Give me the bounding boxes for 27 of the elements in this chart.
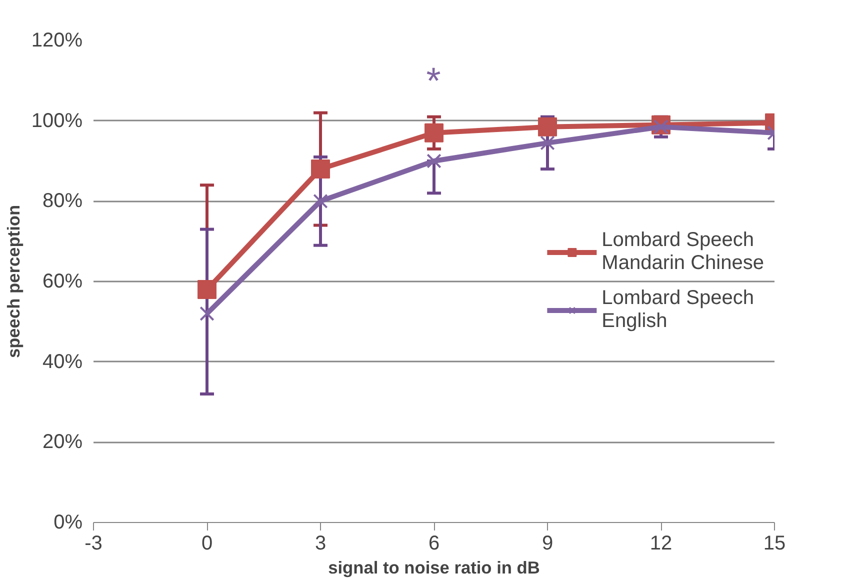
x-tick-label: 15: [763, 532, 786, 554]
legend-label: Lombard Speech Mandarin Chinese: [602, 229, 764, 275]
y-tick-label: 40%: [42, 350, 83, 373]
y-tick-label: 80%: [42, 190, 83, 212]
legend-label: Lombard Speech English: [602, 287, 754, 333]
x-tick-label: 12: [650, 532, 672, 554]
point: [198, 280, 216, 300]
y-tick-label: 60%: [42, 270, 83, 292]
x-tick-label: 6: [428, 532, 440, 554]
y-axis-title: speech perception: [3, 204, 24, 358]
point: [424, 123, 444, 142]
x-tick-label: 3: [314, 532, 326, 554]
point: [313, 194, 328, 209]
point: [540, 136, 555, 150]
x-tick-label: -3: [84, 532, 102, 554]
x-axis-title: signal to noise ratio in dB: [328, 558, 540, 578]
y-tick-label: 20%: [42, 431, 83, 454]
annotation: *: [426, 60, 441, 102]
y-tick-label: 0%: [54, 512, 83, 534]
point: [426, 154, 442, 168]
point: [538, 117, 557, 136]
point: [200, 306, 214, 321]
point: [311, 160, 330, 179]
y-tick-label: 120%: [31, 30, 83, 52]
x-tick-label: 9: [542, 532, 554, 554]
x-tick-label: 0: [201, 532, 213, 554]
y-tick-label: 100%: [31, 110, 83, 132]
